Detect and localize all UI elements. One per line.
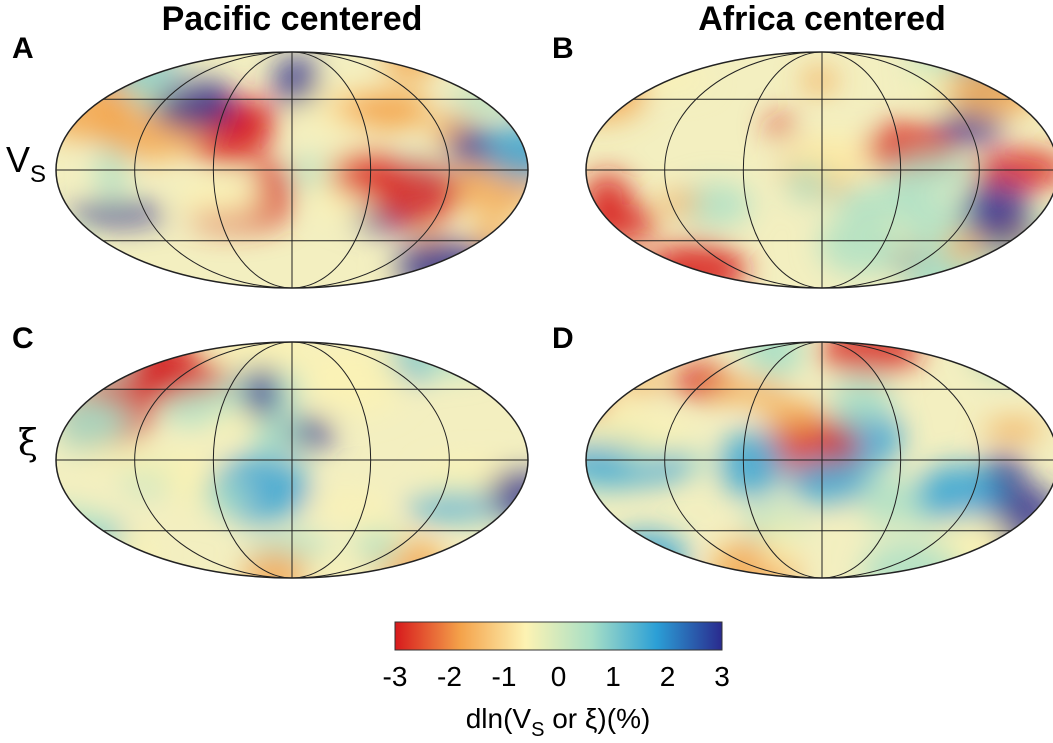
- panel-letter: B: [552, 32, 574, 65]
- anomaly: [243, 366, 278, 418]
- anomaly: [945, 64, 1043, 117]
- anomaly: [951, 45, 1042, 81]
- anomaly: [720, 430, 783, 498]
- anomaly: [96, 340, 131, 386]
- anomaly: [819, 212, 899, 275]
- anomaly: [177, 180, 266, 217]
- colorbar-tick-label: -1: [492, 661, 517, 692]
- map-field: [38, 35, 571, 299]
- anomaly: [488, 469, 550, 520]
- anomaly: [973, 319, 1006, 372]
- anomaly: [404, 499, 497, 519]
- anomaly: [355, 529, 399, 563]
- colorbar-tick-label: 3: [714, 661, 730, 692]
- anomaly: [902, 264, 987, 298]
- anomaly: [660, 192, 700, 215]
- anomaly: [706, 378, 787, 403]
- map-field: [11, 319, 550, 598]
- anomaly: [52, 37, 131, 69]
- anomaly: [615, 371, 664, 393]
- label-part: or ξ)(%): [544, 703, 650, 734]
- map-panel: [534, 318, 1053, 605]
- panel-letter: C: [12, 322, 34, 355]
- colorbar-tick-label: -2: [437, 661, 462, 692]
- panel-letter: D: [552, 322, 574, 355]
- anomaly: [945, 232, 978, 264]
- colorbar-tick-label: -3: [383, 661, 408, 692]
- anomaly: [764, 511, 797, 573]
- anomaly: [88, 367, 185, 404]
- anomaly: [202, 480, 252, 512]
- anomaly: [761, 400, 822, 430]
- anomaly: [273, 56, 320, 106]
- label-part: S: [531, 719, 544, 741]
- anomaly: [917, 463, 1001, 524]
- anomaly: [766, 116, 796, 136]
- anomaly: [556, 64, 646, 122]
- anomaly: [304, 494, 389, 516]
- anomaly: [534, 396, 641, 449]
- anomaly: [802, 69, 837, 93]
- anomaly: [574, 372, 607, 414]
- anomaly: [1001, 530, 1035, 588]
- anomaly: [906, 254, 993, 304]
- row-label-main: V: [6, 139, 30, 180]
- anomaly: [788, 459, 869, 504]
- colorbar: [395, 622, 722, 650]
- anomaly: [974, 332, 1025, 377]
- map-field: [556, 37, 1053, 304]
- anomaly: [398, 319, 501, 375]
- anomaly: [1008, 270, 1053, 294]
- column-title: Africa centered: [698, 0, 946, 38]
- row-label: ξ: [18, 423, 38, 464]
- anomaly: [50, 524, 89, 556]
- colorbar-label: dln(VS or ξ)(%): [466, 703, 651, 741]
- anomaly: [81, 445, 152, 466]
- map-panel: [556, 37, 1053, 304]
- column-title: Pacific centered: [162, 0, 423, 38]
- anomaly: [38, 72, 133, 141]
- anomaly: [214, 321, 313, 374]
- anomaly: [971, 318, 1053, 371]
- anomaly: [592, 264, 698, 287]
- anomaly: [479, 257, 570, 298]
- anomaly: [75, 67, 112, 87]
- anomaly: [11, 508, 114, 566]
- row-label-sub: S: [30, 161, 46, 188]
- anomaly: [984, 420, 1044, 441]
- map-panel: [11, 319, 550, 598]
- anomaly: [576, 203, 658, 245]
- map-panel: [38, 35, 571, 299]
- anomaly: [43, 230, 88, 298]
- figure: Pacific centered Africa centered A B C D…: [0, 0, 1053, 743]
- anomaly: [593, 37, 630, 88]
- colorbar-tick-label: 0: [551, 661, 567, 692]
- anomaly: [302, 344, 406, 414]
- panel-letter: A: [12, 32, 34, 65]
- anomaly: [67, 203, 168, 225]
- colorbar-tick-label: 2: [660, 661, 676, 692]
- anomaly: [87, 329, 196, 373]
- label-part: dln(V: [466, 703, 532, 734]
- row-label: VS: [6, 139, 46, 188]
- map-field: [534, 318, 1053, 605]
- anomaly: [907, 40, 1016, 70]
- anomaly: [831, 374, 893, 425]
- colorbar-tick-label: 1: [605, 661, 621, 692]
